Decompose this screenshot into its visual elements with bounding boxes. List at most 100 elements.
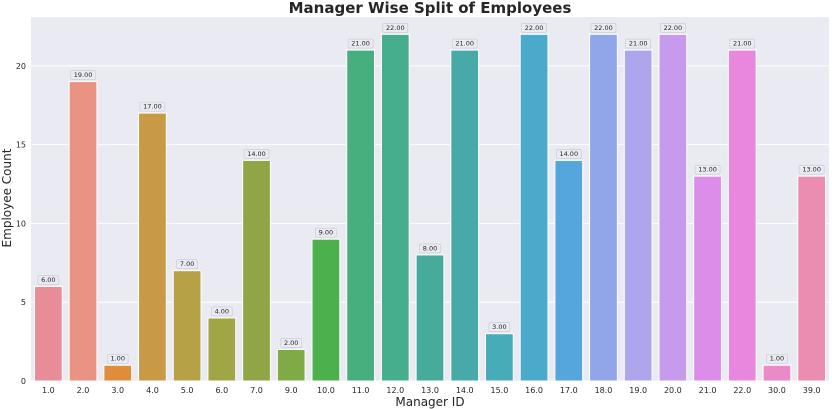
data-label-box xyxy=(521,23,547,33)
data-label: 9.00 xyxy=(319,229,333,237)
x-tick-label: 9.0 xyxy=(285,386,298,395)
data-label-box xyxy=(694,164,721,175)
chart-title: Manager Wise Split of Employees xyxy=(289,0,572,17)
data-label: 1.00 xyxy=(770,355,784,363)
data-label-box xyxy=(37,275,60,285)
x-tick-label: 10.0 xyxy=(317,386,335,395)
data-label-box xyxy=(70,70,96,80)
data-label-box xyxy=(382,23,409,33)
bar xyxy=(207,317,237,382)
x-tick-label: 11.0 xyxy=(352,386,370,395)
data-label: 21.00 xyxy=(351,40,370,48)
data-label: 13.00 xyxy=(802,166,821,174)
x-tick-labels: 1.0 2.0 3.0 4.0 5.0 6.0 7.0 9.0 10.0 11.0 12.0 13.0… xyxy=(42,386,821,395)
y-tick-label: 5 xyxy=(21,298,26,307)
data-label-box xyxy=(107,353,129,364)
bar xyxy=(485,333,514,382)
x-tick-label: 4.0 xyxy=(146,386,159,395)
bar xyxy=(693,175,722,382)
bar xyxy=(172,270,202,382)
bar xyxy=(380,33,410,382)
data-label: 22.00 xyxy=(525,24,544,32)
data-label-box xyxy=(419,243,441,254)
x-tick-label: 30.0 xyxy=(768,386,786,395)
data-label: 4.00 xyxy=(215,307,229,315)
data-label-box xyxy=(211,306,233,317)
data-label: 6.00 xyxy=(41,276,55,284)
data-label-box xyxy=(729,38,756,49)
x-tick-label: 15.0 xyxy=(490,386,508,395)
data-label: 19.00 xyxy=(74,71,93,79)
x-tick-label: 21.0 xyxy=(699,386,717,395)
x-tick-label: 19.0 xyxy=(629,386,647,395)
bar xyxy=(138,112,167,382)
x-tick-label: 12.0 xyxy=(386,386,404,395)
data-label: 7.00 xyxy=(180,260,194,268)
data-label-box xyxy=(555,149,582,159)
y-tick-label: 20 xyxy=(16,62,26,71)
bar xyxy=(554,159,584,382)
x-tick-label: 3.0 xyxy=(111,386,124,395)
bar xyxy=(68,81,98,382)
bar xyxy=(658,33,688,382)
data-label: 8.00 xyxy=(423,244,437,252)
data-label: 22.00 xyxy=(664,24,683,32)
bars xyxy=(33,33,827,382)
x-tick-label: 5.0 xyxy=(181,386,194,395)
x-tick-label: 14.0 xyxy=(456,386,474,395)
bar xyxy=(589,33,618,382)
data-label-box xyxy=(280,338,302,348)
x-tick-label: 1.0 xyxy=(42,386,55,395)
data-label: 14.00 xyxy=(559,150,578,158)
bar xyxy=(450,49,480,382)
data-label: 2.00 xyxy=(284,339,298,347)
x-tick-label: 2.0 xyxy=(77,386,90,395)
data-label: 21.00 xyxy=(629,40,648,48)
data-label: 21.00 xyxy=(455,40,474,48)
data-label: 21.00 xyxy=(733,40,752,48)
data-label: 22.00 xyxy=(386,24,405,32)
data-label-box xyxy=(451,38,478,49)
x-tick-label: 20.0 xyxy=(664,386,682,395)
x-tick-label: 13.0 xyxy=(421,386,439,395)
x-axis-label: Manager ID xyxy=(395,395,464,409)
data-label-box xyxy=(625,38,651,49)
bar xyxy=(762,364,792,382)
bar xyxy=(276,348,306,382)
x-tick-label: 39.0 xyxy=(803,386,821,395)
data-label: 13.00 xyxy=(698,166,717,174)
data-label-box xyxy=(660,23,686,33)
x-tick-label: 18.0 xyxy=(595,386,613,395)
data-label-box xyxy=(766,353,788,364)
bar xyxy=(346,49,375,382)
data-label-box xyxy=(347,38,374,49)
x-tick-label: 6.0 xyxy=(215,386,228,395)
data-label-box xyxy=(798,164,825,175)
bar xyxy=(727,49,757,382)
y-tick-labels: 0 5 10 15 20 xyxy=(16,62,26,386)
data-label: 22.00 xyxy=(594,24,613,32)
x-tick-label: 22.0 xyxy=(733,386,751,395)
bar xyxy=(623,49,653,382)
bar xyxy=(797,175,827,382)
data-label-box xyxy=(243,149,270,159)
data-label: 3.00 xyxy=(492,323,506,331)
data-label-box xyxy=(315,227,337,238)
data-label: 17.00 xyxy=(143,103,162,111)
data-label-box xyxy=(590,23,617,33)
bar xyxy=(519,33,549,382)
data-labels: 6.00 19.00 1.00 17.00 7.00 4.00 14.00 2.00 9.00 2… xyxy=(37,23,825,364)
data-label-box xyxy=(488,322,511,333)
y-tick-label: 10 xyxy=(16,219,26,228)
y-tick-label: 15 xyxy=(16,141,26,150)
data-label: 14.00 xyxy=(247,150,266,158)
data-label-box xyxy=(139,101,166,112)
y-tick-label: 0 xyxy=(21,377,26,386)
x-tick-label: 17.0 xyxy=(560,386,578,395)
data-label-box xyxy=(176,259,198,269)
data-label: 1.00 xyxy=(110,355,124,363)
x-tick-label: 7.0 xyxy=(250,386,263,395)
bar xyxy=(311,238,341,382)
bar xyxy=(415,254,445,382)
